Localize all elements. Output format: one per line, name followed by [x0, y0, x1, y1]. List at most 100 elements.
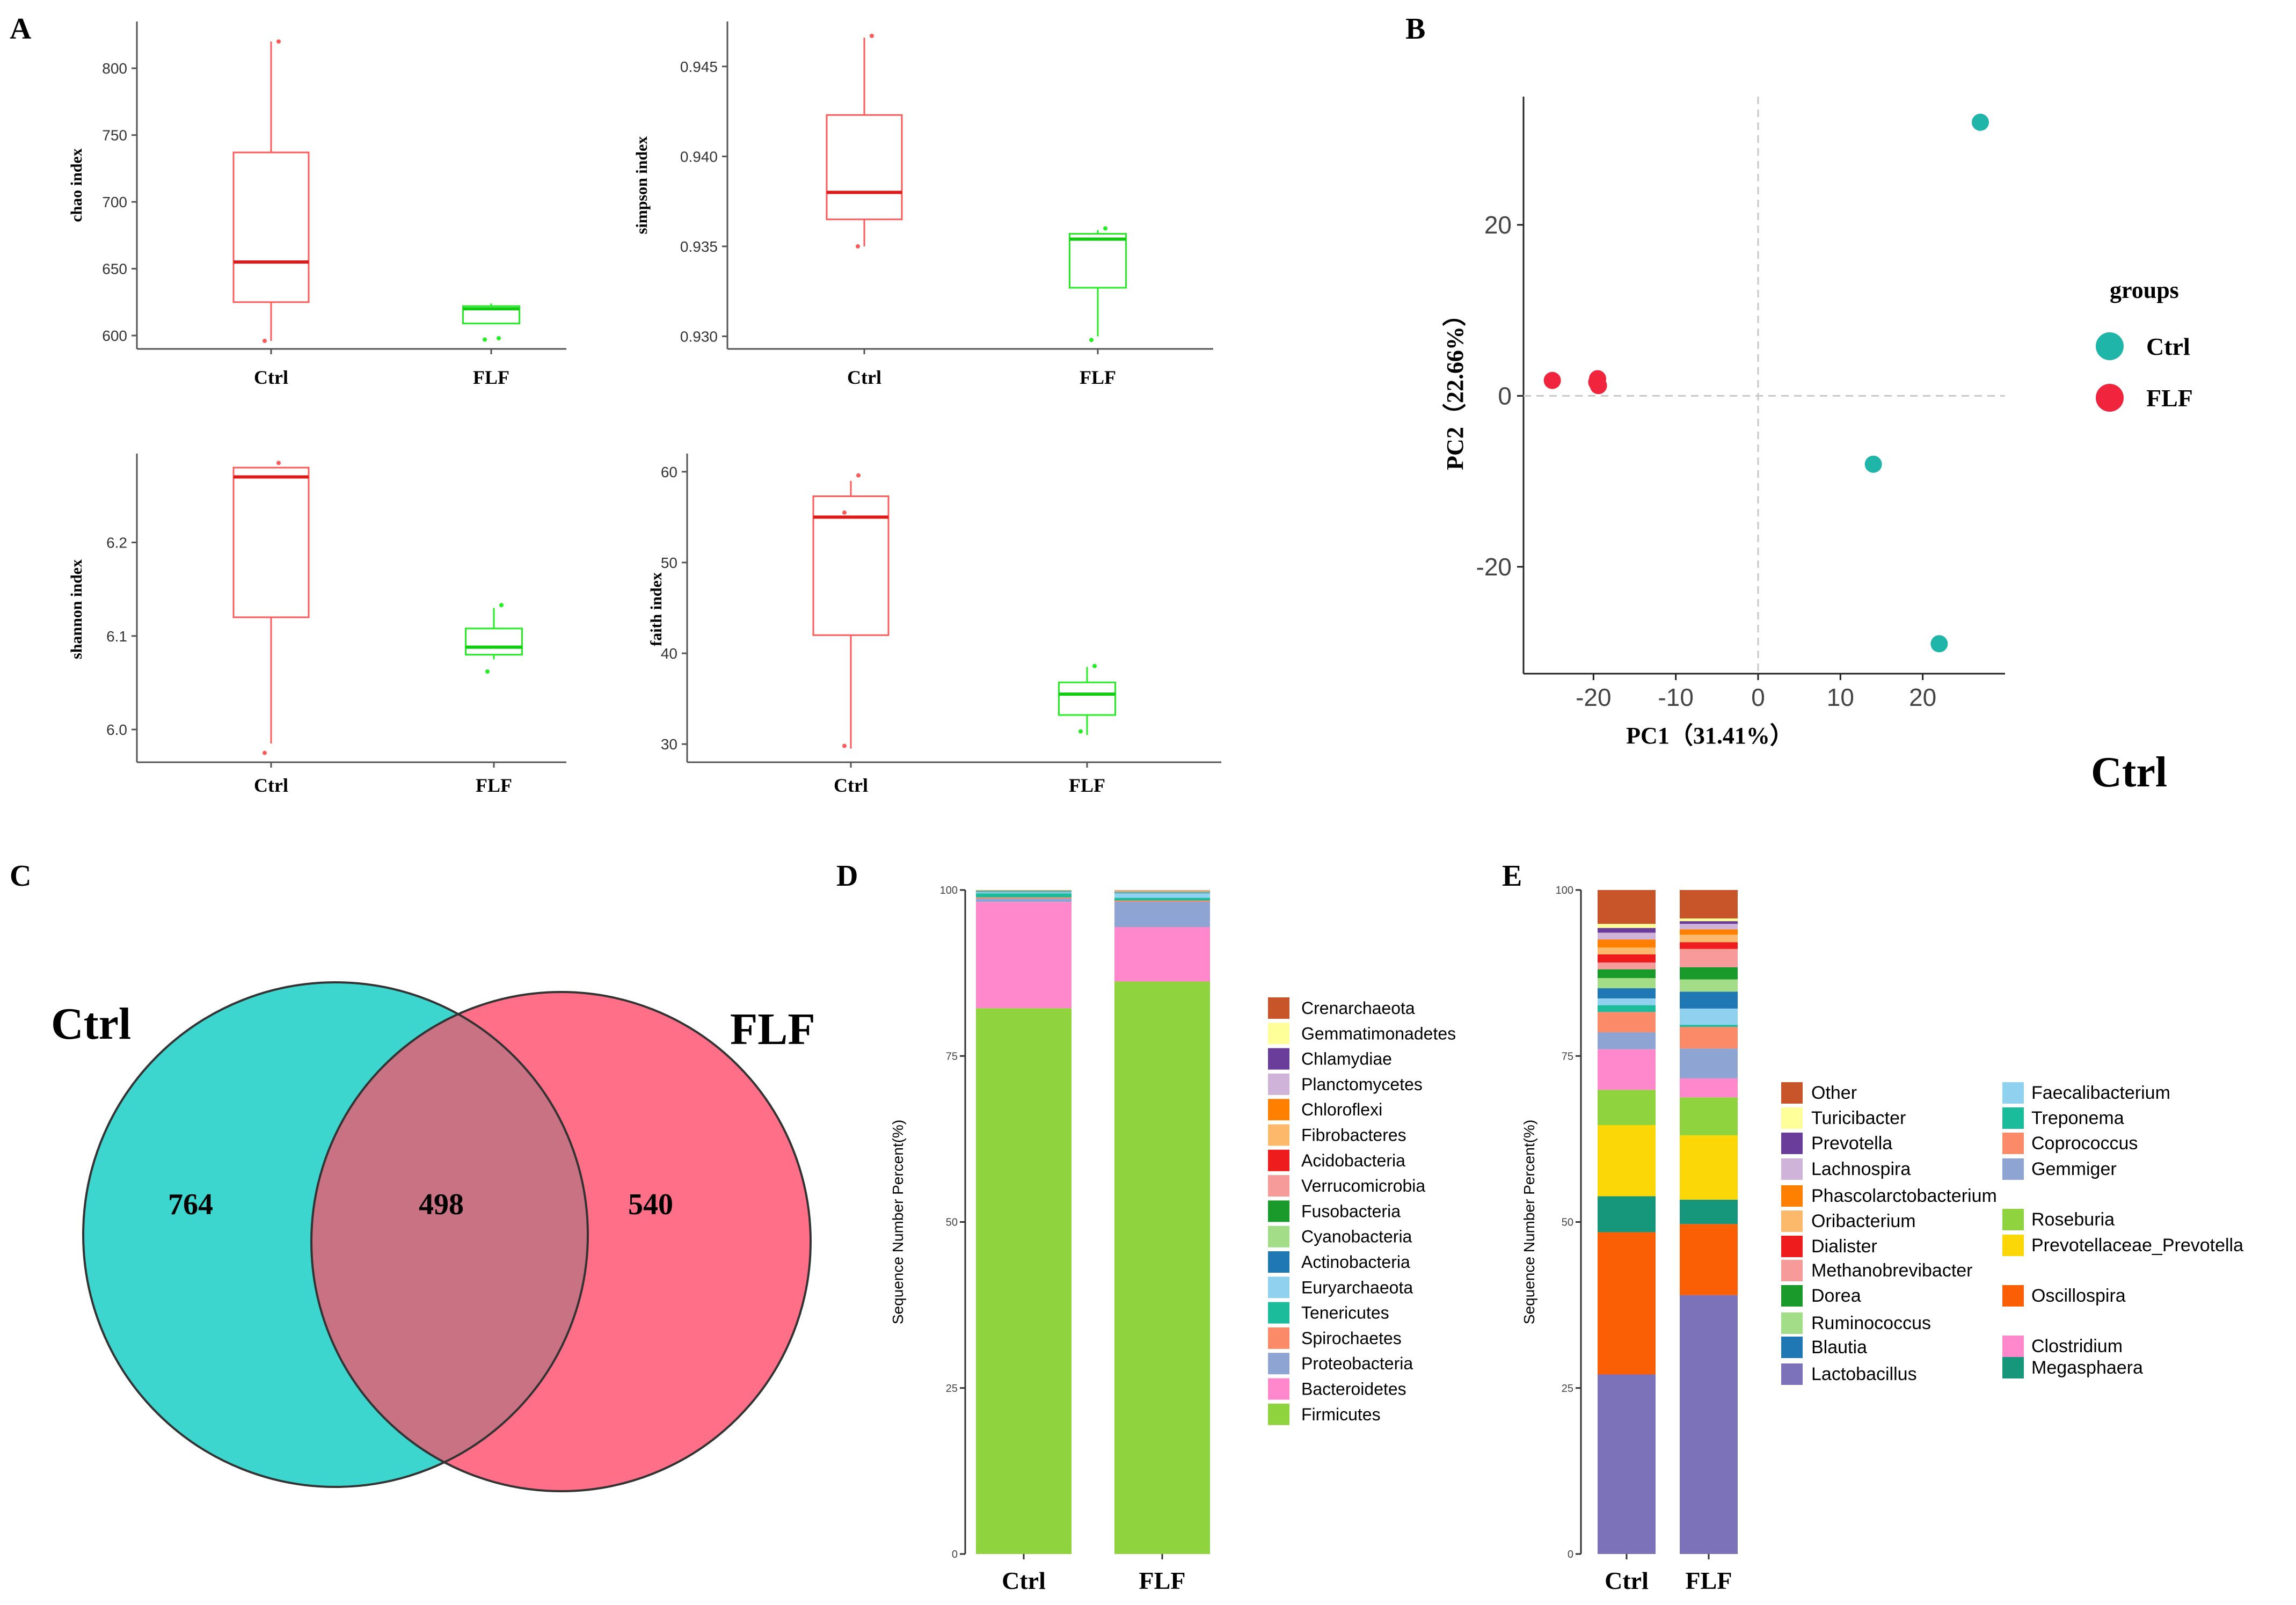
genus-legend-label: Prevotella — [1811, 1133, 1892, 1154]
chao-point — [276, 39, 281, 44]
phylum-legend-label: Gemmatimonadetes — [1301, 1024, 1456, 1043]
chao-y-tick-label: 700 — [102, 194, 127, 210]
faith-y-tick-label: 40 — [661, 645, 677, 662]
phylum-segment-bacteroidetes — [1114, 927, 1210, 982]
genus-legend-swatch — [2002, 1357, 2024, 1378]
genus-legend-label: Other — [1811, 1083, 1857, 1103]
phylum-legend-swatch — [1268, 1200, 1289, 1222]
phylum-stacked-bar: 0 25 50 75 100 Sequence Number Percent(%) Ctrl… — [890, 885, 1456, 1594]
faith-y-tick-label: 50 — [661, 555, 677, 571]
genus-segment-other — [1598, 890, 1656, 924]
genus-legend-label: Ruminococcus — [1811, 1313, 1931, 1333]
genus-segment-ruminococcus — [1598, 978, 1656, 989]
pca-legend-label-ctrl: Ctrl — [2146, 333, 2190, 360]
phylum-segment-firmicutes — [976, 1008, 1072, 1554]
genus-legend-label: Oribacterium — [1811, 1211, 1916, 1231]
genus-legend-label: Faecalibacterium — [2031, 1083, 2170, 1103]
genus-legend-swatch — [1781, 1363, 1803, 1385]
genus-segment-oribacterium — [1598, 947, 1656, 954]
genus-segment-lachnospira — [1680, 924, 1738, 930]
genus-legend-label: Prevotellaceae_Prevotella — [2031, 1235, 2243, 1256]
phylum-legend-label: Fusobacteria — [1301, 1201, 1401, 1221]
chao-y-label: chao index — [68, 148, 85, 222]
genus-segment-dorea — [1598, 969, 1656, 979]
genus-segment-clostridium — [1680, 1078, 1738, 1098]
pca-y-tick-label: 0 — [1498, 382, 1512, 410]
genus-legend-label: Roseburia — [2031, 1209, 2115, 1230]
genus-y-label: Sequence Number Percent(%) — [1521, 1120, 1537, 1324]
faith-boxplot: 30 40 50 60 faith index Ctrl FLF — [647, 454, 1221, 796]
venn-set-label-ctrl: Ctrl — [51, 999, 131, 1049]
chao-y-tick-label: 750 — [102, 127, 127, 144]
phylum-segment-spirochaetes — [976, 897, 1072, 899]
shannon-point — [276, 461, 281, 465]
pca-x-label: PC1（31.41%） — [1626, 723, 1794, 749]
phylum-legend-swatch — [1268, 1023, 1289, 1045]
genus-segment-faecalibacterium — [1680, 1008, 1738, 1025]
shannon-point — [485, 669, 490, 674]
chao-box-flf — [462, 305, 520, 325]
venn-outline-flf — [310, 991, 812, 1492]
genus-segment-turicibacter — [1598, 924, 1656, 928]
genus-legend-label: Lactobacillus — [1811, 1364, 1917, 1384]
phylum-legend-label: Planctomycetes — [1301, 1075, 1423, 1094]
pca-x-tick-label: 10 — [1827, 683, 1854, 711]
genus-legend-swatch — [2002, 1158, 2024, 1180]
phylum-segment-actinobacteria — [976, 891, 1072, 892]
phylum-legend-label: Cyanobacteria — [1301, 1227, 1412, 1246]
phylum-legend-label: Spirochaetes — [1301, 1329, 1402, 1348]
genus-segment-oscillospira — [1680, 1224, 1738, 1295]
faith-point — [1092, 663, 1097, 668]
genus-segment-roseburia — [1680, 1097, 1738, 1135]
shannon-boxplot: 6.0 6.1 6.2 shannon index Ctrl FLF — [68, 454, 566, 796]
faith-category-label: FLF — [1069, 775, 1105, 796]
genus-segment-dialister — [1598, 954, 1656, 963]
phylum-legend-label: Fibrobacteres — [1301, 1126, 1406, 1145]
phylum-segment-spirochaetes — [1114, 900, 1210, 902]
panel-label-c: C — [10, 859, 31, 893]
venn-diagram: Ctrl FLF 764 498 540 — [51, 981, 815, 1492]
genus-segment-dialister — [1680, 942, 1738, 949]
genus-legend-swatch — [2002, 1336, 2024, 1357]
faith-point — [842, 743, 847, 748]
genus-segment-lactobacillus — [1680, 1295, 1738, 1554]
pca-point-ctrl — [1972, 113, 1989, 131]
genus-segment-megasphaera — [1598, 1196, 1656, 1232]
phylum-legend-swatch — [1268, 1175, 1289, 1197]
genus-segment-prevotella — [1598, 928, 1656, 933]
genus-legend-swatch — [2002, 1235, 2024, 1256]
genus-legend-swatch — [1781, 1158, 1803, 1180]
panel-label-d: D — [836, 859, 858, 893]
chao-category-label: Ctrl — [254, 367, 288, 388]
shannon-point — [263, 750, 267, 755]
phylum-legend-label: Firmicutes — [1301, 1405, 1381, 1424]
phylum-y-label: Sequence Number Percent(%) — [890, 1120, 906, 1324]
venn-set-label-flf: FLF — [730, 1004, 815, 1054]
genus-legend-label: Methanobrevibacter — [1811, 1260, 1973, 1281]
genus-legend-swatch — [2002, 1209, 2024, 1230]
genus-legend-swatch — [1781, 1337, 1803, 1358]
genus-y-tick-label: 50 — [1562, 1217, 1573, 1229]
simpson-point — [870, 33, 874, 38]
genus-y-tick-label: 0 — [1568, 1549, 1573, 1560]
simpson-category-label: Ctrl — [847, 367, 881, 388]
phylum-y-tick-label: 0 — [952, 1549, 958, 1560]
genus-segment-prevotella — [1680, 921, 1738, 924]
genus-segment-roseburia — [1598, 1090, 1656, 1125]
genus-segment-clostridium — [1598, 1049, 1656, 1090]
genus-legend-label: Dorea — [1811, 1286, 1861, 1306]
phylum-legend-label: Verrucomicrobia — [1301, 1176, 1425, 1195]
panel-label-b: B — [1405, 12, 1425, 46]
genus-segment-lactobacillus — [1598, 1374, 1656, 1554]
phylum-legend-label: Proteobacteria — [1301, 1354, 1413, 1373]
genus-legend-swatch — [1781, 1260, 1803, 1281]
panel-label-a: A — [10, 12, 32, 46]
pca-y-label: PC2（22.66%） — [1442, 303, 1468, 470]
genus-segment-dorea — [1680, 967, 1738, 980]
genus-legend-swatch — [1781, 1210, 1803, 1232]
simpson-y-tick-label: 0.935 — [680, 238, 718, 255]
genus-segment-megasphaera — [1680, 1199, 1738, 1224]
genus-segment-treponema — [1680, 1025, 1738, 1027]
phylum-segment-proteobacteria — [976, 899, 1072, 902]
phylum-legend-label: Crenarchaeota — [1301, 998, 1415, 1018]
